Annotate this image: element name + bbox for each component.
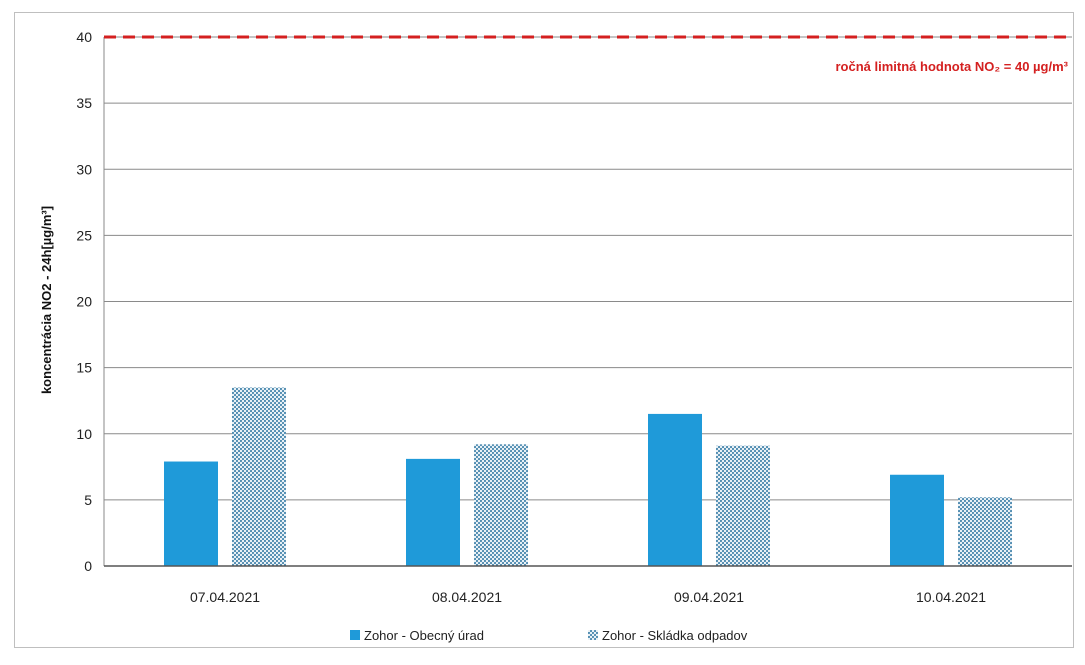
legend-label-0: Zohor - Obecný úrad bbox=[364, 628, 484, 643]
y-tick-label: 25 bbox=[76, 227, 92, 243]
bar-skladka-odpadov-3 bbox=[958, 497, 1012, 566]
y-tick-label: 30 bbox=[76, 161, 92, 177]
y-tick-label: 15 bbox=[76, 360, 92, 376]
y-tick-label: 10 bbox=[76, 426, 92, 442]
bar-obecny-urad-3 bbox=[890, 474, 944, 566]
legend: Zohor - Obecný úrad Zohor - Skládka odpad… bbox=[350, 628, 748, 643]
x-tick-label: 08.04.2021 bbox=[432, 589, 502, 605]
bar-obecny-urad-1 bbox=[406, 458, 460, 566]
legend-label-1: Zohor - Skládka odpadov bbox=[602, 628, 748, 643]
x-tick-label: 09.04.2021 bbox=[674, 589, 744, 605]
bar-obecny-urad-0 bbox=[164, 461, 218, 566]
x-tick-label: 07.04.2021 bbox=[190, 589, 260, 605]
limit-line-label: ročná limitná hodnota NO₂ = 40 µg/m³ bbox=[836, 59, 1069, 74]
y-ticks: 0 5 10 15 20 25 30 35 40 bbox=[76, 29, 92, 574]
bars bbox=[164, 387, 1012, 566]
bar-skladka-odpadov-2 bbox=[716, 445, 770, 566]
y-tick-label: 5 bbox=[84, 492, 92, 508]
legend-swatch-0 bbox=[350, 630, 360, 640]
bar-skladka-odpadov-1 bbox=[474, 444, 528, 566]
y-tick-label: 0 bbox=[84, 558, 92, 574]
y-tick-label: 20 bbox=[76, 294, 92, 310]
legend-swatch-1 bbox=[588, 630, 598, 640]
x-tick-label: 10.04.2021 bbox=[916, 589, 986, 605]
y-tick-label: 40 bbox=[76, 29, 92, 45]
bar-obecny-urad-2 bbox=[648, 413, 702, 566]
y-axis-label: koncentrácia NO2 - 24h[µg/m³] bbox=[39, 206, 54, 394]
x-ticks: 07.04.2021 08.04.2021 09.04.2021 10.04.2021 bbox=[190, 589, 986, 605]
y-tick-label: 35 bbox=[76, 95, 92, 111]
bar-skladka-odpadov-0 bbox=[232, 387, 286, 566]
